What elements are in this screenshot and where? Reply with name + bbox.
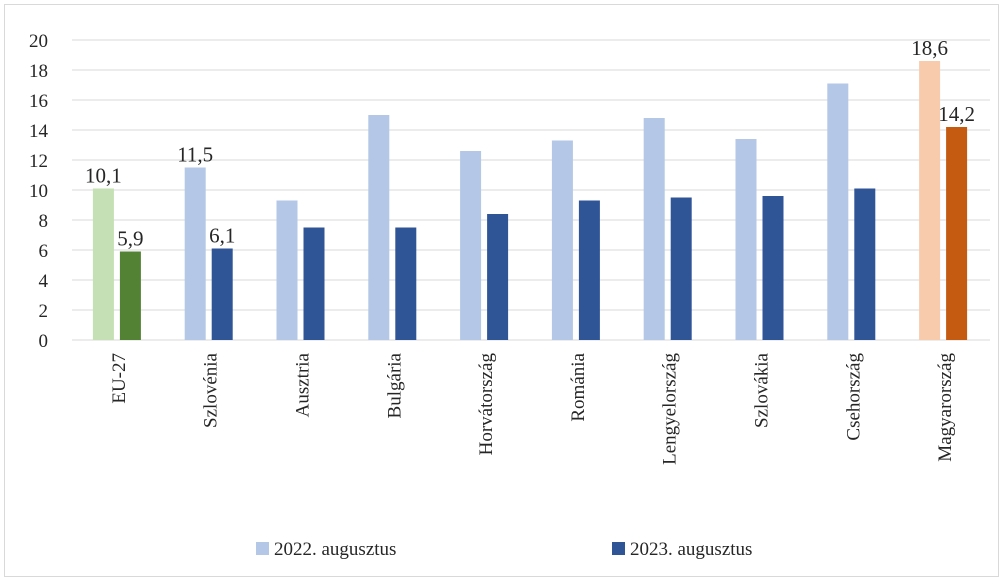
category-label: Szlovénia	[201, 352, 222, 427]
legend: 2022. augusztus 2023. augusztus	[256, 539, 752, 560]
y-tick-label: 2	[39, 301, 49, 322]
category-label: Magyarország	[935, 353, 956, 462]
legend-label: 2023. augusztus	[630, 539, 752, 560]
data-label: 11,5	[177, 143, 213, 167]
bar-2022	[827, 83, 849, 340]
y-tick-label: 8	[39, 211, 49, 232]
bar-2022	[643, 118, 665, 340]
x-axis-categories: EU-27 Szlovénia Ausztria Bulgária Horvátorsz…	[109, 352, 956, 464]
legend-label: 2022. augusztus	[274, 539, 396, 560]
y-tick-label: 14	[29, 121, 49, 142]
bar-2023	[395, 227, 417, 340]
bar-2022	[92, 188, 114, 340]
y-tick-label: 18	[29, 61, 48, 82]
bar-2022	[276, 200, 298, 340]
bar-2023	[211, 248, 233, 340]
y-tick-label: 20	[29, 31, 48, 52]
legend-swatch	[612, 542, 625, 555]
y-tick-label: 12	[29, 151, 48, 172]
bar-2022	[368, 115, 390, 340]
category-label: Lengyelország	[660, 353, 681, 465]
bars	[92, 61, 968, 340]
y-tick-label: 10	[29, 181, 48, 202]
category-label: Csehország	[843, 353, 864, 441]
bar-2022	[460, 151, 482, 340]
y-tick-label: 0	[39, 331, 49, 352]
bar-2023	[762, 196, 784, 340]
category-label: Szlovákia	[752, 352, 773, 427]
data-label: 6,1	[209, 224, 235, 248]
y-axis-ticks: 0 2 4 6 8 10 12 14 16 18 20	[29, 31, 49, 352]
bar-2023	[119, 251, 141, 340]
y-tick-label: 16	[29, 91, 48, 112]
category-label: Bulgária	[384, 352, 405, 418]
data-label: 5,9	[117, 227, 143, 251]
bar-2022	[735, 139, 757, 340]
category-label: Ausztria	[293, 352, 314, 417]
bar-2022	[184, 167, 206, 340]
bar-2023	[303, 227, 325, 340]
bar-2023	[946, 127, 968, 340]
y-tick-label: 4	[39, 271, 49, 292]
category-label: Románia	[568, 352, 589, 421]
data-label: 10,1	[85, 164, 122, 188]
data-labels: 10,1 5,9 11,5 6,1 18,6 14,2	[85, 36, 975, 251]
y-tick-label: 6	[39, 241, 49, 262]
data-label: 18,6	[911, 36, 948, 60]
bar-2023	[854, 188, 876, 340]
gridlines	[72, 39, 990, 341]
legend-swatch	[256, 542, 269, 555]
bar-2022	[551, 140, 573, 340]
bar-2023	[670, 197, 692, 340]
data-label: 14,2	[938, 102, 975, 126]
bar-2023	[578, 200, 600, 340]
bar-2023	[487, 214, 509, 340]
category-label: Horvátország	[476, 353, 497, 456]
bar-2022	[919, 61, 941, 340]
category-label: EU-27	[109, 353, 130, 404]
